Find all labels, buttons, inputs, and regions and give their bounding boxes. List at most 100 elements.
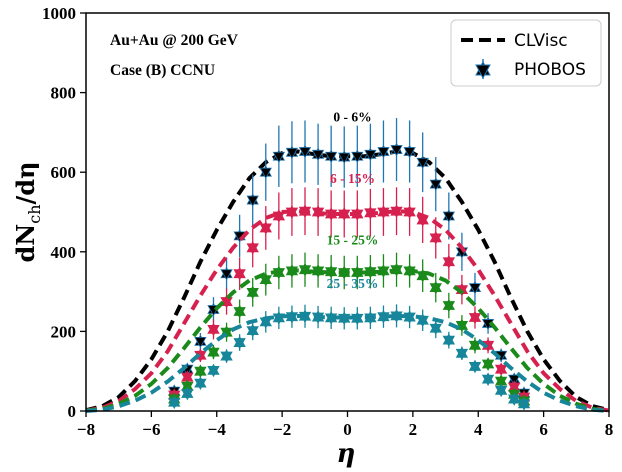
phobos-point — [194, 366, 207, 379]
legend-phobos-label: PHOBOS — [514, 60, 586, 80]
series-layer: 0 - 6% 6 - 15% 15 - 25% 25 - 35% — [85, 110, 610, 413]
phobos-point — [364, 313, 377, 325]
phobos-point — [233, 338, 246, 350]
phobos-point — [338, 152, 351, 164]
phobos-point — [311, 207, 325, 219]
x-tick-label: 2 — [409, 420, 418, 439]
phobos-point — [517, 399, 531, 411]
phobos-point — [481, 374, 495, 386]
phobos-point — [442, 301, 456, 313]
phobos-point — [403, 147, 416, 159]
phobos-point — [259, 275, 272, 287]
phobos-point — [220, 297, 233, 309]
phobos-point — [338, 209, 351, 221]
phobos-point — [272, 313, 286, 325]
phobos-point — [338, 268, 351, 280]
phobos-point — [246, 243, 259, 255]
phobos-point — [468, 362, 482, 374]
series-2: 6 - 15% — [85, 171, 610, 413]
phobos-point — [324, 209, 338, 221]
phobos-point — [416, 315, 429, 328]
phobos-point — [351, 209, 364, 221]
phobos-point — [246, 287, 259, 300]
phobos-point — [429, 283, 442, 295]
phobos-point — [168, 397, 181, 410]
legend: CLVisc PHOBOS — [450, 19, 602, 87]
phobos-point — [416, 271, 429, 283]
phobos-point — [377, 312, 390, 324]
phobos-point — [194, 378, 207, 390]
axes-layer: −8 −6 −4 −2 0 2 4 6 8 0 200 400 600 800 1000 — [42, 4, 613, 439]
phobos-point — [207, 325, 220, 337]
phobos-point — [246, 326, 259, 338]
x-tick-label: −2 — [273, 420, 291, 439]
legend-phobos-swatch — [475, 59, 491, 80]
phobos-point — [181, 372, 194, 385]
phobos-point — [494, 385, 508, 398]
series-1: 0 - 6% — [85, 110, 610, 413]
phobos-point — [324, 151, 338, 164]
phobos-point — [324, 267, 338, 279]
phobos-point — [508, 374, 521, 386]
clvisc-curve-4 — [85, 313, 610, 413]
phobos-point — [259, 317, 272, 329]
phobos-point — [377, 266, 390, 278]
phobos-point — [468, 313, 482, 325]
phobos-point — [311, 312, 325, 324]
phobos-point — [390, 206, 403, 219]
phobos-point — [194, 336, 207, 349]
phobos-point — [403, 266, 416, 278]
phobos-point — [351, 151, 364, 164]
phobos-point — [259, 223, 272, 235]
phobos-point — [364, 149, 377, 162]
y-tick-label: 600 — [51, 163, 77, 182]
annotation-case: Case (B) CCNU — [110, 62, 215, 79]
phobos-point — [233, 307, 246, 319]
phobos-point — [311, 266, 325, 278]
phobos-point — [207, 366, 220, 378]
phobos-point — [508, 394, 521, 406]
phobos-point — [285, 312, 299, 324]
phobos-point — [442, 211, 456, 223]
phobos-point — [272, 211, 286, 223]
phobos-point — [324, 313, 338, 325]
phobos-point — [351, 268, 364, 280]
phobos-point — [207, 347, 220, 359]
phobos-point — [285, 147, 299, 160]
x-tick-label: −4 — [208, 420, 227, 439]
centrality-label-2: 6 - 15% — [330, 171, 375, 186]
phobos-point — [298, 206, 312, 219]
phobos-point — [272, 268, 286, 280]
phobos-point — [351, 313, 364, 326]
phobos-point — [285, 266, 299, 278]
phobos-point — [468, 340, 482, 353]
phobos-point — [259, 167, 272, 180]
centrality-label-3: 15 - 25% — [327, 233, 379, 248]
legend-frame — [450, 19, 602, 87]
phobos-point — [429, 323, 442, 336]
x-tick-label: 0 — [343, 420, 352, 439]
phobos-point — [494, 364, 508, 377]
phobos-point — [298, 311, 312, 324]
phobos-point — [468, 283, 482, 295]
phobos-point — [285, 207, 299, 219]
x-tick-label: −6 — [142, 420, 160, 439]
phobos-point — [429, 233, 442, 245]
phobos-point — [416, 215, 429, 227]
phobos-point — [429, 179, 442, 191]
phobos-point — [338, 313, 351, 326]
phobos-point — [442, 257, 456, 269]
y-tick-label: 400 — [51, 243, 77, 262]
annotation-collision: Au+Au @ 200 GeV — [110, 32, 239, 49]
phobos-point — [272, 151, 286, 164]
phobos-point — [364, 267, 377, 279]
x-tick-label: 8 — [605, 420, 614, 439]
phobos-point — [298, 265, 312, 277]
phobos-point — [233, 269, 246, 281]
phobos-point — [455, 348, 469, 361]
y-tick-label: 800 — [51, 84, 77, 103]
phobos-point — [364, 208, 377, 220]
x-tick-label: 4 — [474, 420, 483, 439]
phobos-point — [220, 351, 233, 363]
